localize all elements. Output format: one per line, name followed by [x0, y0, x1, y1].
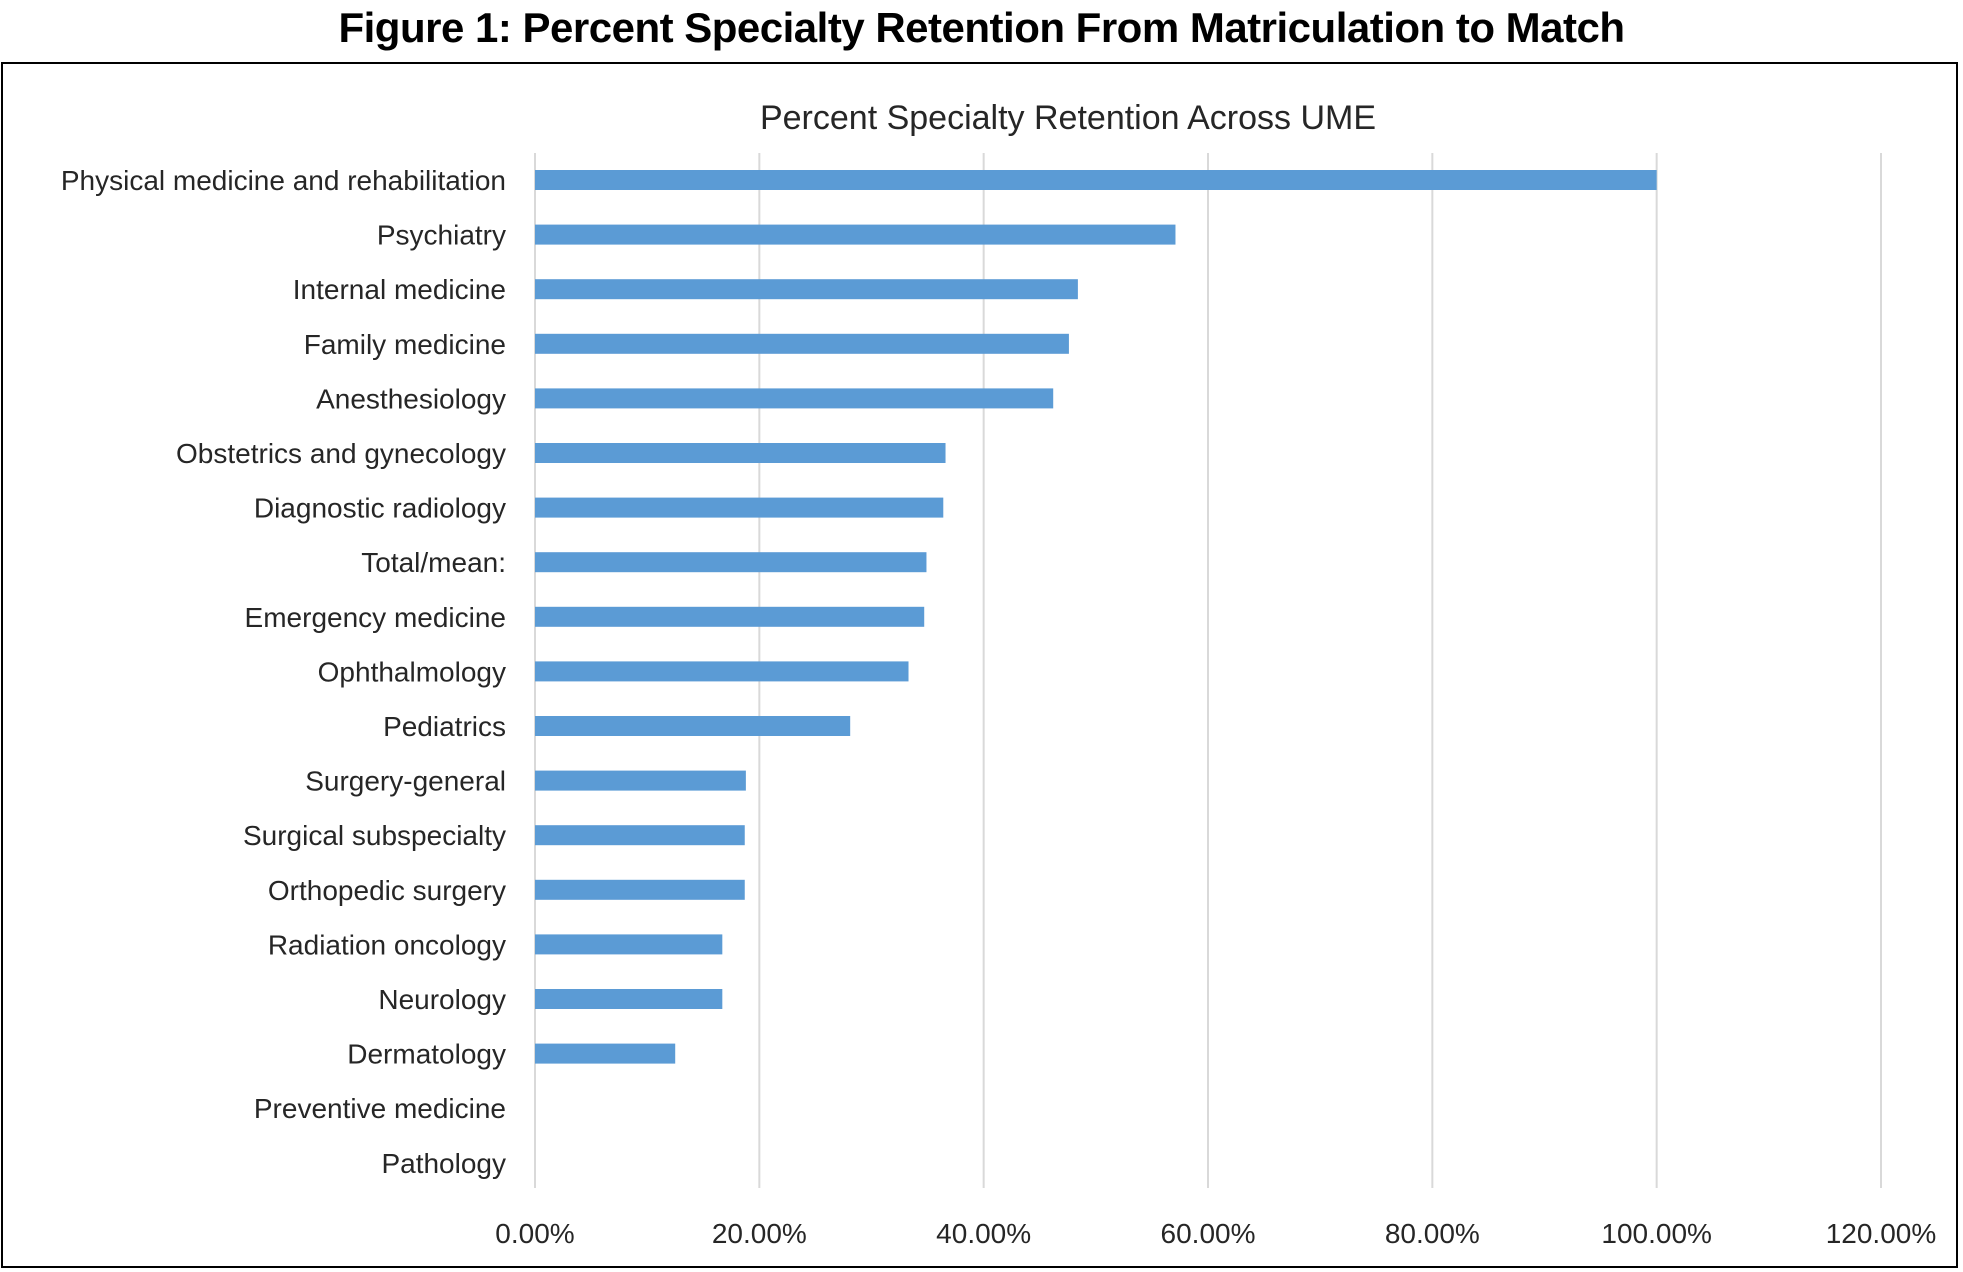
bar	[535, 443, 946, 463]
category-label: Neurology	[378, 984, 506, 1015]
category-label: Anesthesiology	[316, 383, 506, 414]
x-tick-label: 120.00%	[1826, 1218, 1937, 1249]
x-tick-labels: 0.00% 20.00% 40.00% 60.00% 80.00% 100.00% 120.…	[495, 1218, 1936, 1249]
bar	[535, 716, 851, 736]
bar	[535, 606, 925, 627]
category-label: Psychiatry	[377, 220, 506, 251]
category-label: Dermatology	[347, 1039, 506, 1070]
category-label: Internal medicine	[293, 274, 506, 305]
x-tick-label: 60.00%	[1161, 1218, 1256, 1249]
figure-title: Figure 1: Percent Specialty Retention Fr…	[338, 4, 1625, 51]
x-tick-label: 40.00%	[936, 1218, 1031, 1249]
gridlines	[534, 153, 1882, 1188]
category-label: Radiation oncology	[268, 929, 506, 960]
bar	[535, 661, 909, 682]
x-tick-label: 100.00%	[1601, 1218, 1712, 1249]
bar	[535, 1043, 676, 1064]
chart-title: Percent Specialty Retention Across UME	[760, 99, 1376, 137]
category-labels: Physical medicine and rehabilitation Psyc…	[61, 165, 506, 1179]
x-tick-label: 20.00%	[712, 1218, 807, 1249]
category-label: Surgery-general	[305, 766, 506, 797]
bar	[535, 879, 745, 900]
category-label: Obstetrics and gynecology	[176, 438, 506, 469]
bar	[535, 989, 723, 1009]
category-label: Orthopedic surgery	[268, 875, 506, 906]
bar	[535, 333, 1069, 354]
bar	[535, 934, 723, 955]
bar	[535, 224, 1176, 245]
bar	[535, 497, 944, 518]
category-label: Ophthalmology	[318, 656, 506, 687]
category-label: Emergency medicine	[245, 602, 506, 633]
bar	[535, 770, 746, 791]
category-label: Family medicine	[304, 329, 506, 360]
bar	[535, 279, 1078, 300]
bar	[535, 552, 927, 573]
category-label: Diagnostic radiology	[254, 493, 506, 524]
chart-frame	[1, 62, 1958, 1268]
bar	[535, 388, 1054, 409]
category-label: Pediatrics	[383, 711, 506, 742]
category-label: Pathology	[381, 1148, 506, 1179]
bar	[535, 825, 745, 846]
bar	[535, 170, 1657, 190]
category-label: Surgical subspecialty	[243, 820, 506, 851]
x-tick-label: 0.00%	[495, 1218, 574, 1249]
category-label: Total/mean:	[361, 547, 506, 578]
category-label: Preventive medicine	[254, 1093, 506, 1124]
bars	[535, 170, 1657, 1064]
x-tick-label: 80.00%	[1385, 1218, 1480, 1249]
category-label: Physical medicine and rehabilitation	[61, 165, 506, 196]
